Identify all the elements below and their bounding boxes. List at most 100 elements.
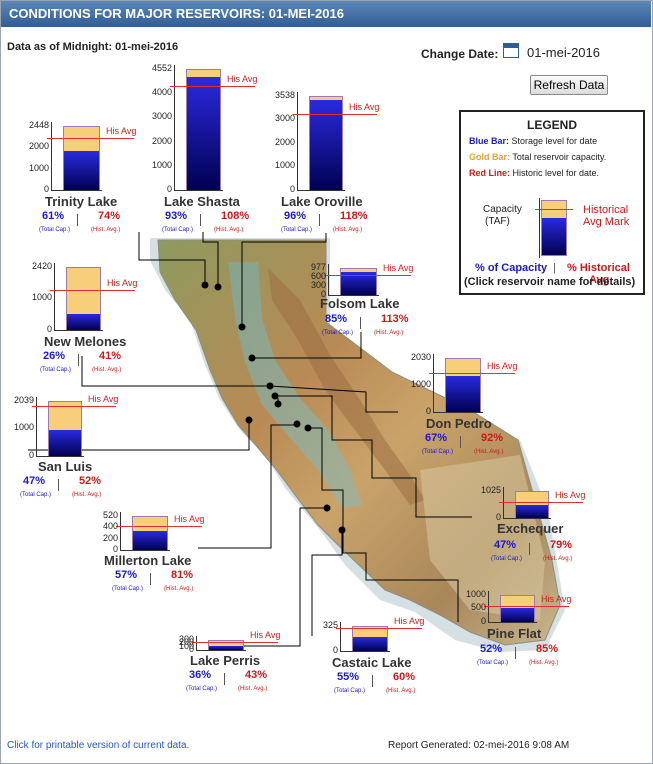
y-axis [297,92,298,190]
y-axis [36,397,37,456]
marker-oroville[interactable] [238,323,246,331]
legend-sample-axis [539,198,540,258]
historic-avg-line [192,642,278,643]
pct-separator [529,543,530,555]
his-avg-label: His Avg [383,263,414,273]
total-cap-caption: (Total Cap.) [40,367,72,373]
legend-sample-avg-line [535,209,573,210]
x-axis [328,295,379,296]
x-axis [54,330,103,331]
his-avg-label: His Avg [394,616,425,626]
printable-version-link[interactable]: Click for printable version of current d… [7,740,190,751]
y-tick-label: 1000 [28,163,49,173]
reservoir-name-melones[interactable]: New Melones [44,334,127,349]
pct-historical-avg: 118% [340,210,368,222]
y-tick-label: 2000 [274,137,295,147]
marker-exchequer[interactable] [274,400,282,408]
marker-melones[interactable] [266,382,274,390]
storage-bar [341,272,376,295]
his-avg-label: His Avg [174,514,205,524]
storage-bar [187,77,220,190]
his-avg-label: His Avg [250,630,281,640]
capacity-value-label: 2448 [28,120,49,130]
total-cap-caption: (Total Cap.) [322,330,354,336]
historic-avg-line [499,502,583,503]
calendar-icon[interactable] [503,43,519,58]
pct-separator [319,214,320,226]
capacity-value-label: 4552 [151,63,172,73]
y-tick-label: 0 [112,544,118,554]
pct-total-capacity: 96% [284,210,307,222]
y-tick-label: 3000 [151,111,172,121]
legend-title: LEGEND [526,118,577,132]
marker-pedro[interactable] [271,392,279,400]
legend-gold-text: Total reservoir capacity. [510,152,607,162]
legend-gold-line: Gold Bar: Total reservoir capacity. [469,152,606,162]
legend-blue-text: Storage level for date [509,136,598,146]
total-cap-caption: (Total Cap.) [491,556,523,562]
legend-avg-label: Avg [589,274,610,286]
capacity-value-label: 1025 [480,485,501,495]
pct-historical-avg: 60% [393,671,416,683]
marker-pineflat[interactable] [304,424,312,432]
reservoir-name-pedro[interactable]: Don Pedro [426,416,492,431]
marker-folsom[interactable] [248,354,256,362]
pct-separator [58,479,59,491]
storage-bar [64,151,99,190]
legend-blue-key: Blue Bar: [469,136,510,146]
refresh-data-button[interactable]: Refresh Data [530,75,608,95]
reservoir-name-shasta[interactable]: Lake Shasta [164,194,240,209]
connector-millerton [198,424,297,549]
x-axis [174,190,223,191]
pct-historical-avg: 41% [99,350,122,362]
reservoir-name-oroville[interactable]: Lake Oroville [281,194,363,209]
reservoir-name-pineflat[interactable]: Pine Flat [487,626,542,641]
his-avg-label: His Avg [106,126,137,136]
pct-total-capacity: 52% [480,643,503,655]
legend-sample-storage [542,218,566,255]
reservoir-name-sanluis[interactable]: San Luis [38,459,93,474]
legend-taf-label: (TAF) [485,216,510,227]
marker-shasta[interactable] [214,283,222,291]
legend-pct-capacity: % of Capacity [475,262,548,274]
marker-millerton[interactable] [293,420,301,428]
marker-perris[interactable] [323,504,331,512]
y-tick-label: 0 [495,512,501,522]
y-tick-label: 100 [178,641,194,651]
marker-sanluis[interactable] [245,416,253,424]
pct-historical-avg: 52% [79,475,102,487]
marker-castaic[interactable] [338,526,346,534]
marker-trinity[interactable] [201,281,209,289]
capacity-value-label: 977 [310,262,326,272]
reservoir-name-exchequer[interactable]: Exchequer [497,521,564,536]
y-tick-label: 0 [320,289,326,299]
pct-total-capacity: 36% [189,669,212,681]
data-as-of-label: Data as of Midnight: 01-mei-2016 [7,41,179,53]
hist-avg-caption: (Hist. Avg.) [238,686,268,692]
change-date-value[interactable]: 01-mei-2016 [527,45,600,60]
hist-avg-caption: (Hist. Avg.) [386,688,416,694]
hist-avg-caption: (Hist. Avg.) [72,492,102,498]
pct-historical-avg: 74% [98,210,121,222]
central-valley [228,262,362,508]
connector-perris [241,507,327,647]
pct-total-capacity: 67% [425,432,448,444]
storage-bar [67,314,100,330]
historic-avg-line [484,606,569,607]
total-cap-caption: (Total Cap.) [162,227,194,233]
y-axis [433,354,434,412]
x-axis [503,518,551,519]
reservoir-name-castaic[interactable]: Castaic Lake [332,655,412,670]
x-axis [297,190,345,191]
reservoir-name-millerton[interactable]: Millerton Lake [104,553,192,568]
storage-bar [209,646,243,650]
pct-historical-avg: 113% [381,313,409,325]
x-axis [120,550,170,551]
historic-avg-line [429,373,515,374]
reservoir-name-folsom[interactable]: Folsom Lake [320,296,400,311]
reservoir-name-perris[interactable]: Lake Perris [190,653,261,668]
y-tick-label: 2000 [28,141,49,151]
y-tick-label: 0 [28,450,34,460]
reservoir-name-trinity[interactable]: Trinity Lake [45,194,118,209]
y-tick-label: 600 [310,271,326,281]
